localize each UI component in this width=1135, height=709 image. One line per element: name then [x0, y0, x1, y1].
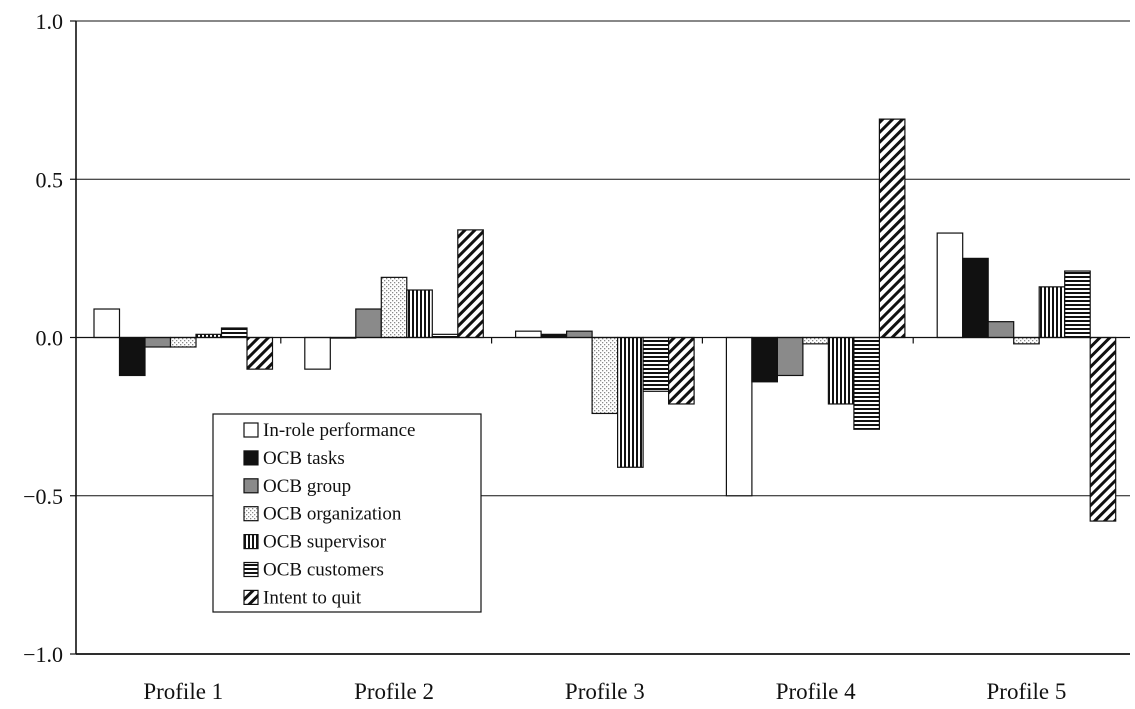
bars	[93, 118, 1117, 522]
category-label: Profile 3	[565, 679, 645, 704]
bar	[776, 336, 804, 377]
legend-swatch	[243, 422, 259, 438]
bar	[802, 336, 830, 345]
bar	[667, 336, 695, 405]
y-tick-label: 1.0	[36, 9, 64, 34]
category-label: Profile 5	[987, 679, 1067, 704]
bar	[304, 336, 331, 370]
legend-swatch	[243, 589, 259, 606]
category-label: Profile 4	[776, 679, 856, 704]
legend-swatch	[243, 478, 259, 494]
legend-swatch	[243, 533, 259, 550]
bar	[220, 327, 248, 339]
legend-label: OCB organization	[263, 504, 402, 525]
bar	[1013, 336, 1040, 345]
y-tick-label: 0.5	[36, 167, 64, 192]
bar	[1064, 270, 1091, 339]
bar	[878, 118, 906, 339]
bar	[246, 336, 274, 370]
bar	[118, 336, 146, 377]
bar	[987, 321, 1015, 339]
bar	[591, 336, 619, 415]
bar	[642, 336, 670, 392]
bar	[144, 336, 172, 348]
legend-label: Intent to quit	[263, 587, 362, 608]
bar	[355, 308, 382, 339]
y-tick-labels: 1.0 0.5 0.0 −0.5 −1.0	[23, 9, 76, 667]
bar	[406, 289, 433, 339]
bar	[751, 336, 779, 383]
legend-swatch	[243, 561, 259, 578]
y-tick-label: −1.0	[23, 642, 63, 667]
legend-label: OCB group	[263, 476, 351, 497]
bar	[93, 308, 121, 339]
bar	[169, 336, 197, 348]
bar	[565, 330, 593, 339]
category-labels: Profile 1 Profile 2 Profile 3 Profile 4 Prof…	[143, 679, 1066, 704]
bar	[962, 257, 989, 339]
legend-label: OCB customers	[263, 560, 384, 581]
bar	[827, 336, 855, 405]
legend-label: OCB supervisor	[263, 532, 387, 553]
bar	[380, 276, 408, 339]
category-label: Profile 2	[354, 679, 434, 704]
y-tick-label: 0.0	[36, 326, 64, 351]
bar	[1038, 286, 1066, 339]
legend: In-role performance OCB tasks OCB group OCB…	[212, 413, 482, 613]
y-tick-label: −0.5	[23, 484, 63, 509]
bar	[514, 330, 542, 339]
bar	[616, 336, 644, 468]
bar	[936, 232, 964, 339]
bar	[1089, 336, 1117, 522]
zero-line	[76, 336, 1130, 344]
legend-label: In-role performance	[263, 420, 415, 441]
legend-swatch	[243, 506, 259, 522]
legend-swatch	[243, 450, 259, 466]
category-label: Profile 1	[143, 679, 223, 704]
bar	[853, 336, 881, 430]
bar	[457, 229, 484, 339]
legend-label: OCB tasks	[263, 448, 345, 469]
bar	[725, 336, 753, 497]
